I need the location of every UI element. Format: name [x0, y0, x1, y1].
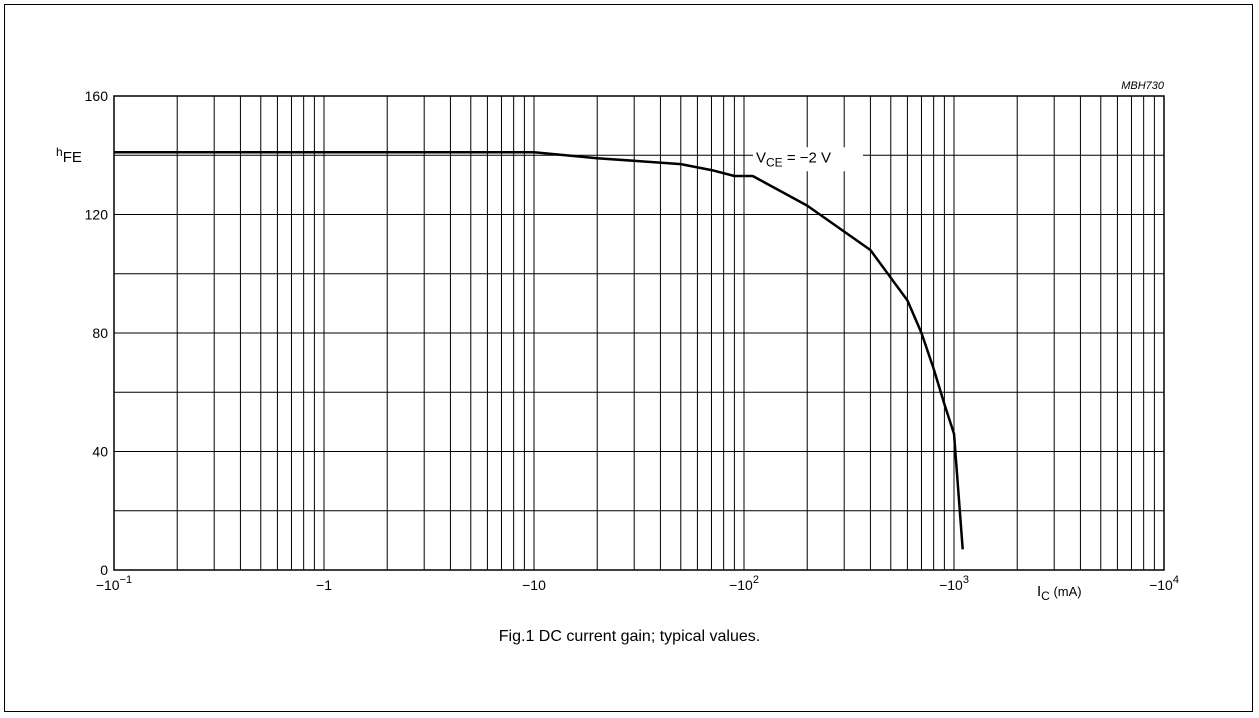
figure-caption: Fig.1 DC current gain; typical values. — [498, 628, 761, 645]
y-tick-label: 120 — [85, 207, 109, 223]
x-axis-label-sub: C — [1041, 589, 1050, 603]
x-tick-label: −10 — [522, 577, 546, 593]
y-tick-label: 40 — [92, 444, 108, 460]
x-tick-labels: −10−1 −1 −10 −102 −103 −104 — [96, 574, 1179, 593]
y-tick-label: 160 — [85, 88, 109, 104]
x-tick-label: −102 — [729, 574, 759, 593]
y-axis-label-main: h — [56, 145, 63, 159]
x-axis-label-unit: (mA) — [1050, 584, 1082, 599]
annotation-bg — [753, 147, 863, 172]
grid-lines — [114, 96, 1164, 570]
series-annotation: VCE = −2 V — [756, 149, 831, 169]
y-tick-label: 80 — [92, 325, 108, 341]
x-tick-label: −1 — [316, 577, 332, 593]
y-axis-label-sub: FE — [63, 149, 82, 166]
x-tick-label: −10−1 — [96, 574, 132, 593]
x-tick-label: −103 — [939, 574, 969, 593]
plot-border — [113, 95, 1165, 571]
y-tick-labels: 0 40 80 120 160 — [85, 88, 109, 578]
y-tick-label: 0 — [100, 562, 108, 578]
x-tick-label: −104 — [1149, 574, 1179, 593]
figure-frame — [4, 4, 1253, 712]
series-line — [114, 151, 964, 550]
y-axis-label: hFE — [56, 145, 82, 166]
series-group: VCE = −2 V — [114, 147, 964, 550]
x-axis-label: IC (mA) — [1037, 583, 1082, 603]
x-axis-label-main: I — [1037, 583, 1041, 600]
figure-code: MBH730 — [1121, 80, 1165, 92]
